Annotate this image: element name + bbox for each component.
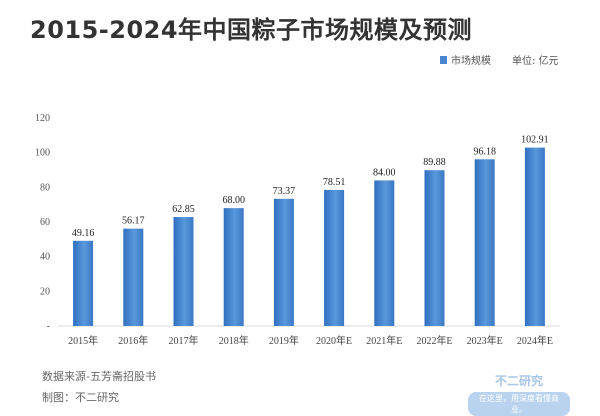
legend-swatch bbox=[440, 55, 447, 64]
data-label: 89.88 bbox=[423, 157, 446, 168]
x-tick-label: 2016年 bbox=[118, 334, 148, 347]
x-tick-label: 2015年 bbox=[68, 334, 98, 347]
bar bbox=[474, 159, 495, 326]
legend: 市场规模 bbox=[440, 52, 491, 67]
y-tick-label: 40 bbox=[40, 252, 50, 263]
chart-maker: 制图：不二研究 bbox=[42, 391, 119, 404]
brand-logo: 不二研究 在这里，用深度看懂商业。 bbox=[468, 372, 570, 416]
data-label: 56.17 bbox=[122, 216, 145, 227]
data-label: 84.00 bbox=[373, 167, 396, 178]
data-label: 62.85 bbox=[172, 204, 195, 215]
data-label: 102.91 bbox=[521, 135, 549, 146]
bar bbox=[173, 217, 194, 326]
data-label: 49.16 bbox=[72, 228, 95, 239]
bar bbox=[524, 147, 545, 326]
chart-title: 2015-2024年中国粽子市场规模及预测 bbox=[30, 16, 473, 44]
x-tick-label: 2023年E bbox=[467, 334, 503, 347]
data-label: 73.37 bbox=[273, 186, 296, 197]
x-tick-label: 2017年 bbox=[169, 334, 199, 347]
y-tick-label: 80 bbox=[40, 182, 50, 193]
x-tick-label: 2022年E bbox=[416, 334, 452, 347]
legend-label: 市场规模 bbox=[451, 56, 491, 67]
y-tick-label: - bbox=[47, 321, 50, 332]
brand-name: 不二研究 bbox=[494, 374, 543, 388]
y-tick-label: 20 bbox=[40, 286, 50, 297]
bar bbox=[273, 198, 294, 326]
unit-label: 单位: 亿元 bbox=[512, 56, 559, 67]
bar bbox=[223, 208, 244, 326]
data-label: 78.51 bbox=[323, 177, 346, 188]
brand-slogan: 在这里，用深度看懂商业。 bbox=[468, 392, 570, 416]
bar bbox=[73, 240, 94, 326]
x-tick-label: 2018年 bbox=[219, 334, 249, 347]
data-source: 数据来源-五芳斋招股书 bbox=[42, 370, 156, 383]
x-tick-label: 2021年E bbox=[366, 334, 402, 347]
bar bbox=[374, 180, 395, 326]
y-tick-label: 60 bbox=[40, 217, 50, 228]
bar bbox=[324, 189, 345, 326]
y-tick-label: 120 bbox=[35, 113, 50, 124]
data-label: 96.18 bbox=[473, 146, 496, 157]
x-tick-label: 2020年E bbox=[316, 334, 352, 347]
bar bbox=[424, 170, 445, 326]
x-tick-label: 2019年 bbox=[269, 334, 299, 347]
y-tick-label: 100 bbox=[35, 148, 50, 159]
data-label: 68.00 bbox=[222, 195, 245, 206]
bar bbox=[123, 228, 144, 326]
x-tick-label: 2024年E bbox=[517, 334, 553, 347]
